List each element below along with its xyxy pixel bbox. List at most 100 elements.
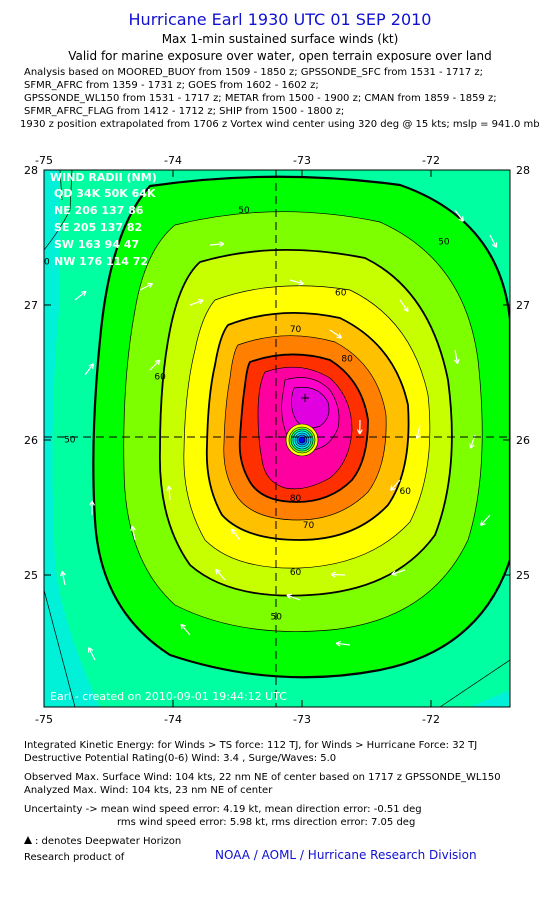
analysis-line-5: 1930 z position extrapolated from 1706 z… [20, 119, 540, 130]
wind-arrow-shaft [88, 647, 96, 661]
wind-arrow-head [330, 573, 336, 578]
contour-60 [159, 249, 453, 597]
wind-arrow-head [180, 623, 186, 627]
wind-field-chart: 50 50 50 50 50 50 60 60 60 60 70 70 80 80 40 WIND RADI… [24, 154, 530, 726]
contour-label: 50 [438, 237, 450, 247]
band-95-100 [291, 387, 329, 428]
wind-arrow-shaft [454, 209, 464, 222]
contour-65 [183, 285, 431, 569]
eye-ring [298, 436, 306, 444]
wind-arrow-shaft [454, 349, 459, 364]
wind-arrow-head [456, 358, 460, 364]
org-link[interactable]: NOAA / AOML / Hurricane Research Divisio… [215, 848, 477, 862]
wind-arrow-head [219, 243, 225, 248]
wind-arrow-head [215, 569, 218, 575]
wind-arrow-head [88, 646, 94, 651]
wind-arrow-head [286, 594, 291, 600]
ike-text: Integrated Kinetic Energy: for Winds > T… [24, 740, 478, 751]
wind-arrow-head [299, 279, 304, 285]
x-tick-label-top: -75 [35, 154, 53, 167]
wind-arrow-shaft [336, 642, 351, 646]
wind-arrow-head [60, 571, 63, 577]
wind-arrow-shaft [480, 514, 491, 526]
wind-arrow-shaft [286, 594, 301, 601]
wind-arrow-head [330, 571, 336, 575]
contour-label: 50 [509, 548, 521, 558]
y-tick-label-left: 28 [24, 164, 38, 177]
x-tick-label-bottom: -73 [293, 713, 311, 726]
wind-arrow-head [298, 283, 304, 286]
contour-label: 60 [399, 487, 411, 497]
wind-arrow-head [198, 298, 204, 301]
y-tick-label-right: 27 [516, 299, 530, 312]
analysis-line-2: SFMR_AFRC from 1359 - 1731 z; GOES from … [24, 80, 319, 91]
wind-arrow-shaft [74, 290, 87, 301]
contour-label: 60 [154, 372, 166, 382]
x-tick-label-bottom: -75 [35, 713, 53, 726]
storm-eye [285, 423, 319, 457]
wind-arrow-head [391, 573, 397, 576]
wind-arrow-head [406, 306, 409, 312]
uncertainty-line-1: Uncertainty -> mean wind speed error: 4.… [24, 804, 422, 815]
wind-arrow-shaft [189, 299, 204, 306]
y-tick-label-right: 26 [516, 434, 530, 447]
wind-arrow-head [335, 642, 341, 647]
contour-label: 50 [238, 206, 250, 216]
wind-arrow-head [61, 570, 66, 576]
contour-label: 70 [290, 325, 302, 335]
wind-arrow-head [359, 429, 363, 435]
wind-arrow-head [231, 528, 237, 532]
deepwater-icon [24, 836, 32, 844]
x-tick-label-top: -72 [422, 154, 440, 167]
contour-40-sw [44, 589, 76, 707]
wind-arrow-head [168, 485, 173, 491]
wind-arrow-shaft [131, 526, 136, 541]
wind-radii-header: WIND RADII (NM) [50, 171, 157, 184]
wind-radii-columns: QD 34K 50K 64K [54, 187, 156, 200]
contour-70 [205, 312, 410, 541]
wind-arrow-head [230, 528, 233, 535]
wind-arrow-head [335, 640, 341, 644]
wind-arrow-head [470, 444, 475, 449]
wind-arrow-shaft [168, 485, 171, 501]
wind-arrow-head [480, 523, 486, 527]
deepwater-text: : denotes Deepwater Horizon [35, 836, 182, 847]
wind-arrow-head [390, 488, 396, 491]
wind-arrow-head [91, 500, 95, 506]
y-tick-label-left: 27 [24, 299, 38, 312]
wind-arrow-head [356, 429, 361, 435]
x-tick-label-top: -73 [293, 154, 311, 167]
wind-radii-table: WIND RADII (NM) QD 34K 50K 64K NE 206 13… [50, 171, 157, 268]
contour-label: 70 [303, 521, 315, 531]
wind-arrow-head [80, 290, 87, 293]
wind-radii-row-se: SE 205 137 82 [54, 221, 142, 234]
dpr-text: Destructive Potential Rating(0-6) Wind: … [24, 753, 337, 764]
wind-arrow-head [83, 291, 87, 297]
wind-arrow-shaft [84, 363, 94, 376]
wind-arrow-shaft [391, 569, 406, 575]
contour-75 [223, 335, 387, 521]
wind-arrow-head [157, 359, 161, 366]
contour-40-nw [44, 170, 73, 251]
wind-direction-arrows [60, 209, 498, 661]
contour-label: 60 [290, 568, 302, 578]
wind-arrow-head [390, 485, 393, 491]
wind-arrow-shaft [180, 623, 191, 636]
contour-label: 80 [341, 355, 353, 365]
analyzed-max-text: Analyzed Max. Wind: 104 kts, 23 nm NE of… [24, 785, 273, 796]
contour-85 [257, 366, 353, 490]
wind-arrow-head [219, 241, 225, 245]
wind-arrow-head [391, 570, 396, 575]
wind-arrow-head [89, 500, 93, 506]
wind-arrow-head [286, 593, 292, 596]
wind-arrow-head [215, 568, 221, 572]
plot-frame [43, 169, 511, 708]
wind-arrow-head [491, 244, 497, 248]
wind-arrow-head [453, 359, 458, 365]
wind-arrow-head [416, 434, 421, 440]
wind-arrow-head [338, 333, 343, 339]
x-tick-label-bottom: -72 [422, 713, 440, 726]
y-tick-label-right: 25 [516, 569, 530, 582]
contour-45-nw [59, 170, 63, 201]
x-tick-label-bottom: -74 [164, 713, 182, 726]
